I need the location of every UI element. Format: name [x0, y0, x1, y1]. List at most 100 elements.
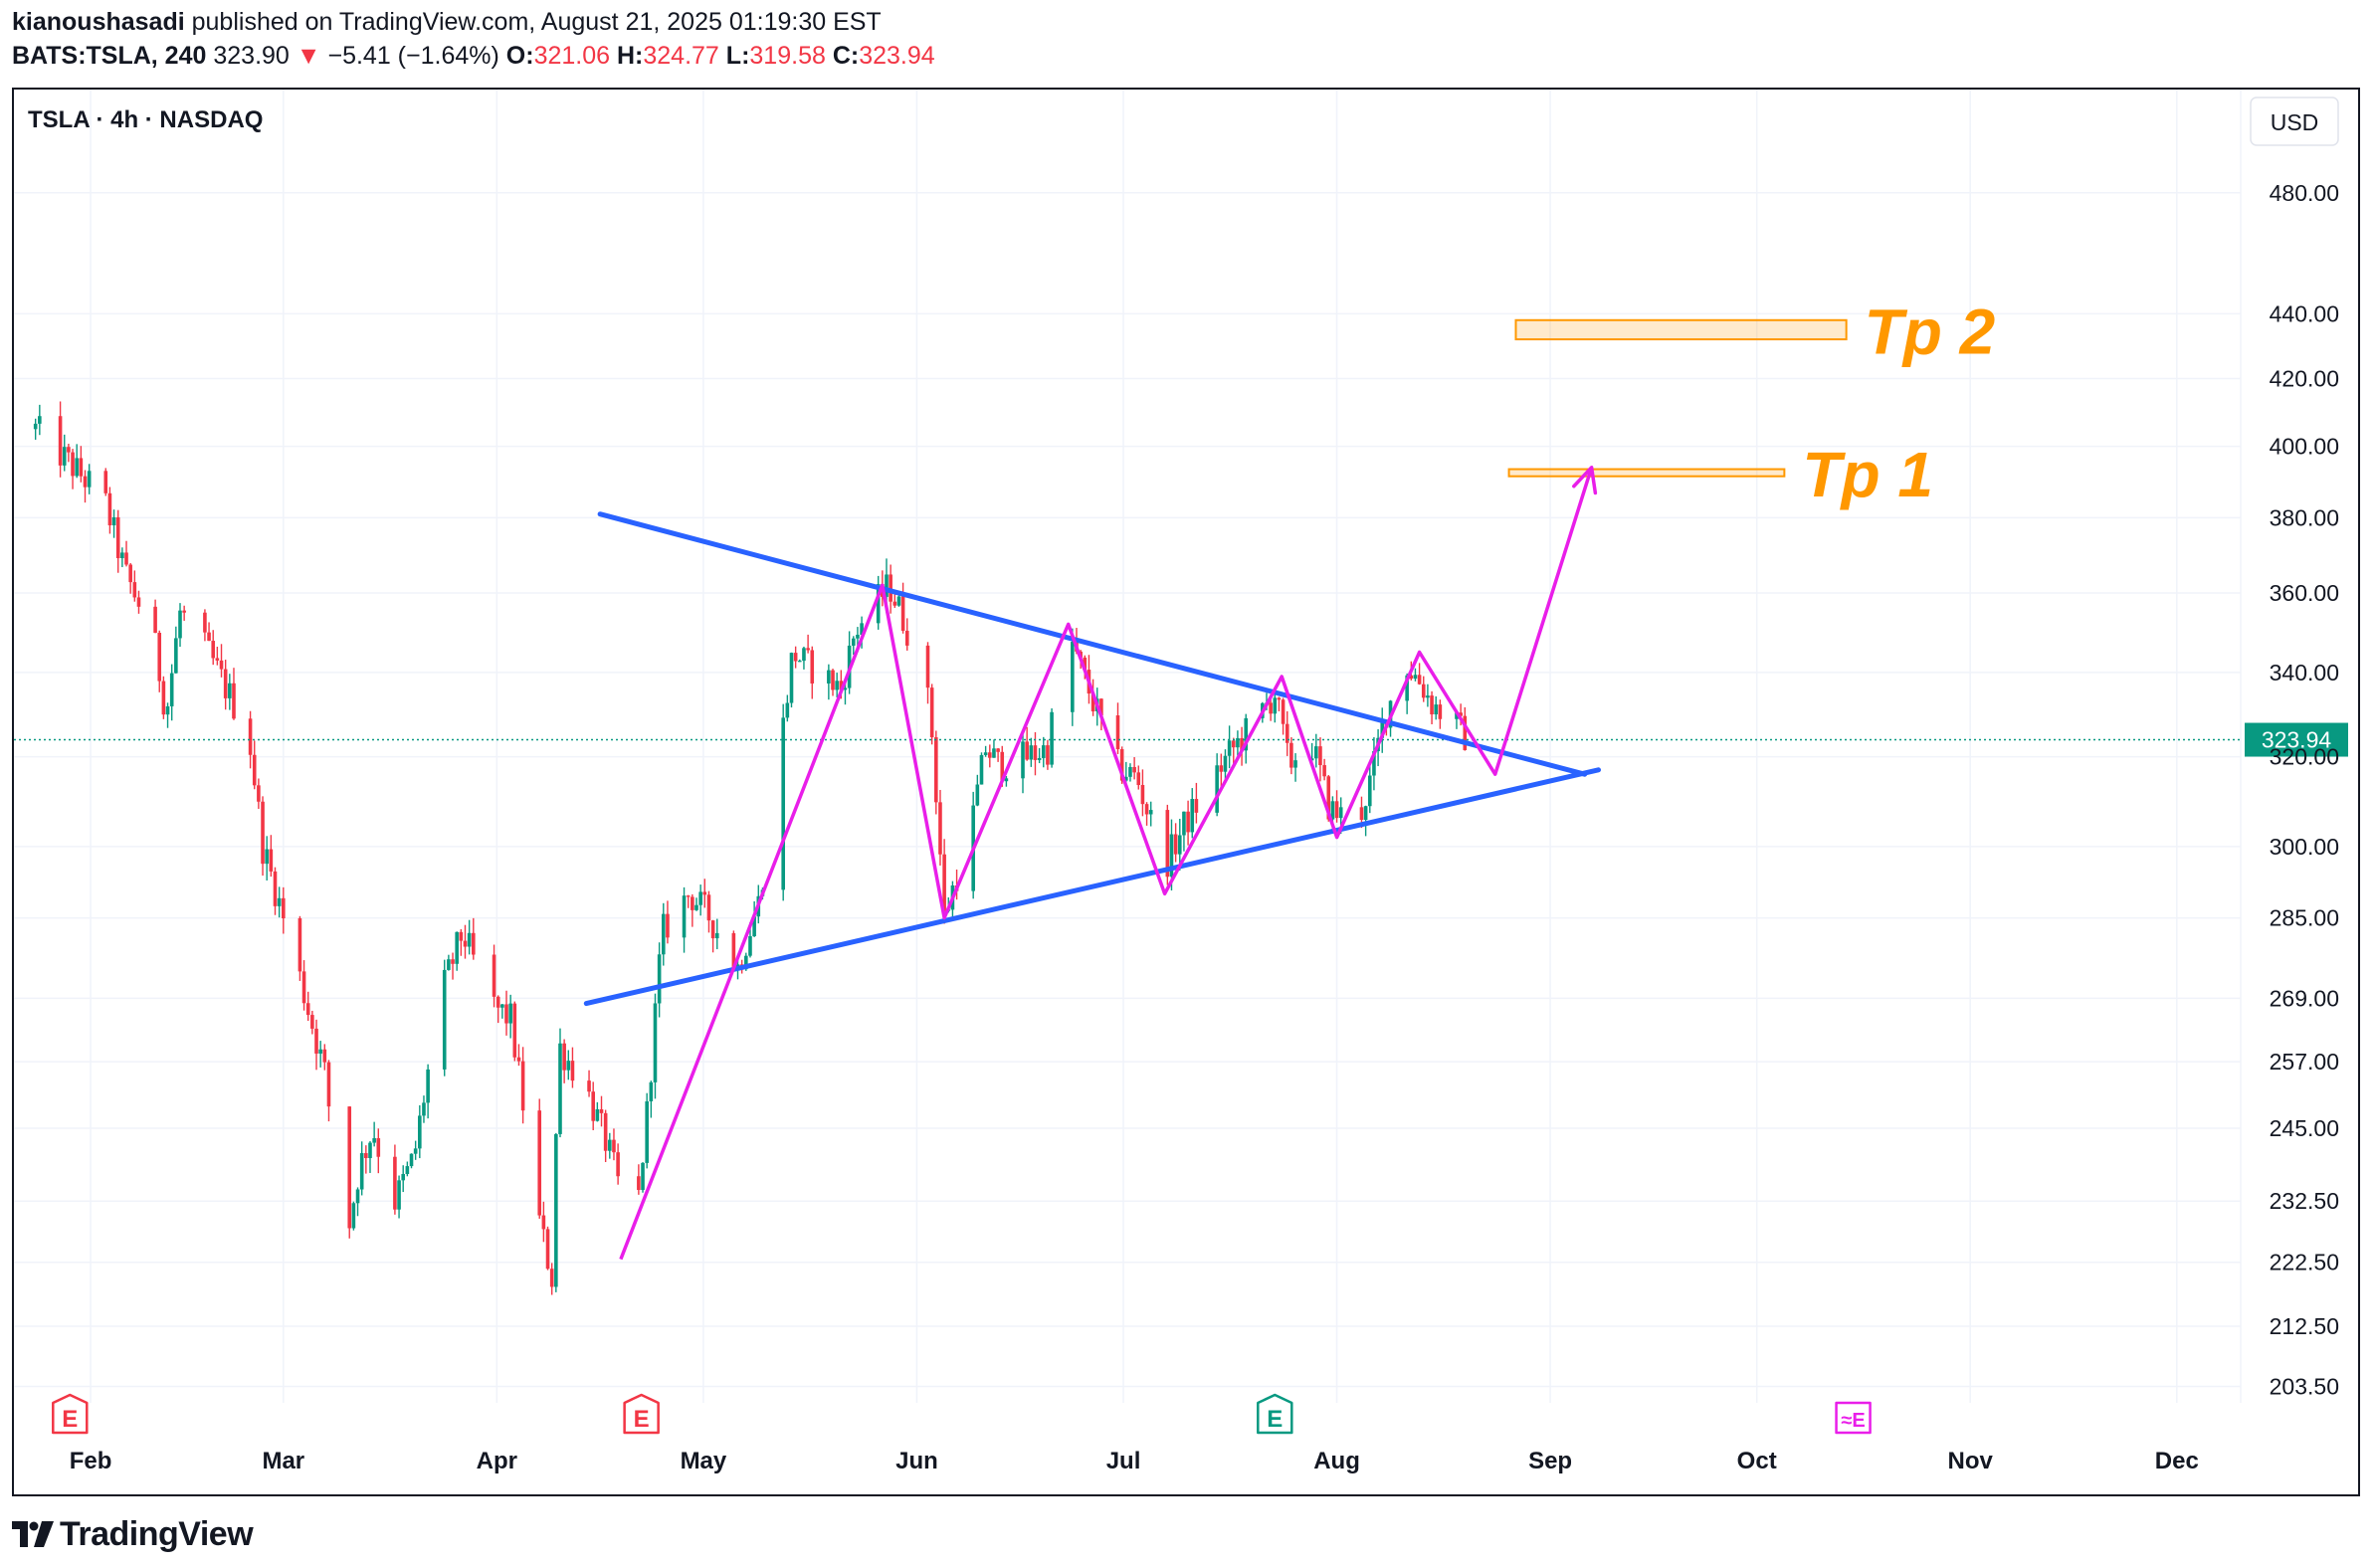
change-value: −5.41 (−1.64%)	[327, 42, 499, 70]
candle-body	[1236, 737, 1240, 748]
candle-body	[157, 632, 162, 682]
chart-title: TSLA · 4h · NASDAQ	[28, 106, 263, 133]
candle-body	[1380, 719, 1385, 738]
candle-body	[558, 1043, 562, 1134]
candle-body	[1004, 778, 1009, 782]
candle-body	[508, 1003, 512, 1024]
symbol-ohlc-line: BATS:TSLA, 240 323.90 ▼ −5.41 (−1.64%) O…	[12, 42, 935, 71]
candle-body	[1000, 751, 1005, 782]
candle-body	[1227, 740, 1232, 756]
candle-body	[983, 752, 988, 755]
candle-body	[165, 705, 170, 715]
candle-body	[1405, 675, 1409, 701]
candle-body	[376, 1138, 381, 1157]
candle-body	[174, 638, 178, 674]
candle-body	[835, 681, 839, 690]
y-tick-label: 203.50	[2270, 1373, 2339, 1399]
candle-body	[554, 1133, 558, 1287]
candle-body	[364, 1153, 368, 1159]
currency-button-group[interactable]: USD	[2250, 97, 2339, 146]
candle-body	[71, 452, 75, 477]
candle-body	[942, 854, 946, 911]
y-tick-label: 212.50	[2270, 1313, 2339, 1339]
candle-body	[87, 471, 92, 488]
currency-label[interactable]: USD	[2271, 109, 2319, 135]
zigzag-arrowhead	[1572, 466, 1598, 495]
x-tick-label: Mar	[262, 1448, 304, 1474]
candle-body	[806, 648, 810, 651]
low-label: L:	[725, 42, 750, 70]
earnings-marker-label: E	[634, 1406, 650, 1433]
candle-body	[793, 653, 798, 662]
y-tick-label: 300.00	[2270, 834, 2339, 860]
candle-body	[75, 458, 79, 477]
publish-info: kianoushasadi published on TradingView.c…	[12, 8, 882, 37]
candle-body	[257, 785, 261, 802]
candle-body	[587, 1080, 591, 1092]
earnings-event-icon[interactable]: E	[52, 1393, 89, 1435]
candle-body	[1148, 810, 1153, 815]
earnings-marker-label: E	[1267, 1406, 1283, 1433]
target-zone-1	[1507, 468, 1786, 478]
candle-body	[124, 552, 128, 565]
earnings-marker-label: ≈E	[1841, 1410, 1865, 1432]
author-name[interactable]: kianoushasadi	[12, 8, 185, 36]
candle-body	[492, 954, 496, 997]
candle-body	[591, 1091, 595, 1121]
candle-body	[1132, 766, 1136, 773]
candle-body	[851, 638, 856, 646]
candle-body	[355, 1189, 360, 1204]
candle-body	[637, 1176, 641, 1191]
y-tick-label: 245.00	[2270, 1115, 2339, 1141]
y-tick-label: 269.00	[2270, 985, 2339, 1011]
candle-body	[702, 891, 707, 895]
tradingview-logo-icon	[12, 1521, 54, 1547]
candle-body	[1177, 835, 1182, 855]
earnings-marker-shape	[52, 1393, 89, 1435]
candle-body	[495, 996, 500, 1008]
candle-body	[694, 904, 698, 910]
candle-body	[1430, 695, 1434, 715]
footer-brand[interactable]: TradingView	[12, 1512, 254, 1556]
candle-body	[860, 623, 864, 635]
candle-body	[107, 492, 112, 525]
earnings-event-icon[interactable]: ≈E	[1835, 1401, 1872, 1435]
y-tick-label: 480.00	[2270, 180, 2339, 206]
candle-body	[1046, 745, 1050, 765]
candle-body	[372, 1138, 376, 1143]
y-tick-label: 222.50	[2270, 1250, 2339, 1275]
target-zone-2	[1514, 318, 1848, 341]
candle-body	[405, 1166, 410, 1175]
candle-body	[892, 601, 897, 606]
candle-body	[839, 681, 844, 690]
candle-body	[128, 564, 132, 583]
price-axis: 480.00 440.00 420.00 400.00 380.00 360.00 340.…	[2270, 180, 2339, 1400]
y-tick-label: 340.00	[2270, 660, 2339, 686]
candle-body	[1041, 745, 1046, 758]
candle-body	[608, 1139, 612, 1151]
earnings-event-icon[interactable]: E	[623, 1393, 660, 1435]
candle-body	[714, 932, 719, 939]
candle-body	[1136, 772, 1141, 786]
candle-body	[512, 1003, 517, 1058]
candle-body	[178, 610, 182, 639]
candle-body	[520, 1061, 525, 1111]
y-tick-label: 320.00	[2270, 744, 2339, 770]
x-tick-label: Feb	[70, 1448, 112, 1474]
candle-body	[161, 681, 166, 715]
candle-body	[1037, 757, 1042, 760]
candle-body	[612, 1139, 616, 1153]
earnings-marker-shape	[1835, 1401, 1872, 1435]
candle-body	[682, 895, 687, 938]
earnings-event-icon[interactable]: E	[1257, 1393, 1293, 1435]
candle-body	[1099, 698, 1103, 716]
candle-body	[885, 574, 889, 597]
candle-body	[706, 894, 711, 921]
candle-body	[698, 891, 702, 905]
candle-body	[265, 849, 269, 865]
candle-body	[802, 648, 806, 662]
candle-body	[1426, 695, 1430, 698]
candle-body	[691, 896, 694, 910]
candle-body	[1090, 693, 1095, 712]
